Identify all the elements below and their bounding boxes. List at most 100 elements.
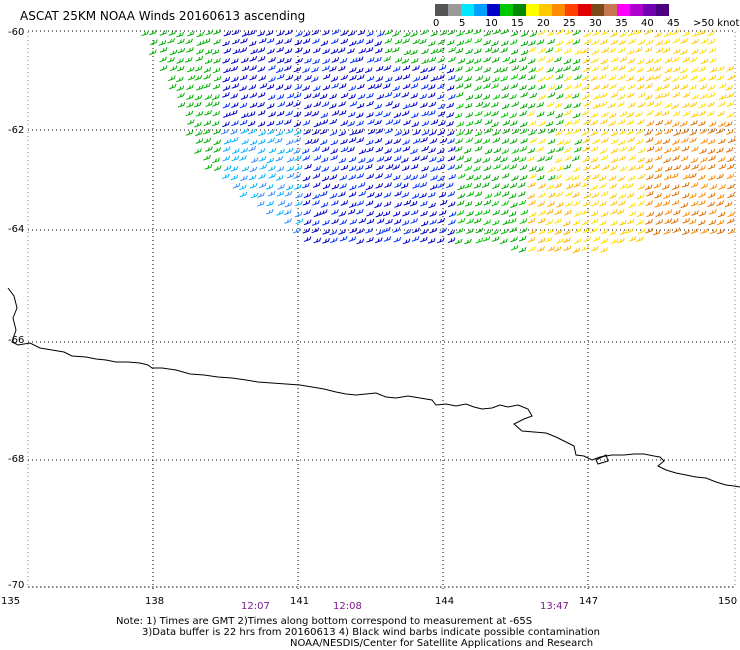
- wind-barb: [456, 210, 465, 216]
- wind-barb: [724, 121, 733, 127]
- wind-barb: [302, 67, 310, 74]
- wind-barb: [428, 66, 436, 72]
- wind-barb: [149, 49, 157, 56]
- wind-barb: [249, 74, 257, 81]
- wind-barb: [537, 128, 546, 135]
- wind-barb: [572, 118, 580, 125]
- wind-barb: [437, 217, 445, 224]
- wind-barb: [609, 229, 617, 236]
- wind-barb: [618, 47, 626, 53]
- wind-barb: [438, 120, 446, 127]
- wind-barb: [581, 219, 590, 226]
- wind-barb: [682, 217, 691, 224]
- wind-barb: [204, 164, 213, 170]
- wind-barb: [212, 67, 221, 74]
- wind-barb: [491, 40, 499, 47]
- wind-barb: [338, 211, 347, 217]
- wind-barb: [627, 66, 636, 73]
- wind-barb: [483, 229, 492, 235]
- wind-barb: [501, 85, 509, 91]
- wind-barb: [249, 65, 257, 71]
- wind-barb: [427, 238, 436, 244]
- wind-barb: [176, 58, 184, 64]
- wind-barb: [474, 138, 483, 145]
- wind-barb: [529, 137, 537, 144]
- wind-barb: [384, 38, 393, 44]
- wind-barb: [716, 128, 724, 134]
- wind-barb: [446, 85, 455, 91]
- wind-barb: [320, 202, 329, 208]
- color-swatch: [500, 4, 513, 16]
- color-swatch: [526, 4, 539, 16]
- wind-barb: [492, 76, 500, 83]
- wind-barb: [727, 228, 736, 235]
- wind-barb: [664, 102, 673, 109]
- lat-label: -68: [8, 454, 25, 465]
- wind-barb: [652, 229, 661, 236]
- wind-barb: [644, 130, 652, 136]
- wind-barb: [627, 83, 636, 90]
- wind-barb: [590, 210, 599, 217]
- wind-barb: [572, 192, 580, 198]
- wind-barb: [547, 192, 556, 199]
- wind-barb: [664, 174, 672, 181]
- wind-barb: [205, 146, 213, 152]
- wind-barb: [383, 226, 391, 233]
- wind-barb: [223, 48, 232, 54]
- wind-barb: [663, 229, 672, 235]
- wind-barb: [447, 138, 455, 144]
- wind-barb: [547, 166, 556, 173]
- wind-barb: [564, 129, 573, 136]
- wind-barb: [689, 130, 697, 136]
- wind-barb: [402, 103, 411, 110]
- wind-barb: [400, 183, 409, 189]
- wind-barb: [167, 57, 175, 63]
- wind-barb: [555, 74, 564, 80]
- wind-barb: [618, 155, 627, 161]
- wind-barb: [403, 31, 411, 38]
- color-swatch: [552, 4, 565, 16]
- wind-barb: [276, 209, 284, 216]
- wind-barb: [401, 110, 410, 117]
- wind-barb: [455, 76, 463, 82]
- wind-barb: [428, 202, 436, 209]
- wind-barb: [340, 120, 349, 127]
- wind-barb: [168, 75, 176, 82]
- wind-barb: [456, 103, 464, 109]
- wind-barb: [412, 129, 421, 136]
- wind-barb: [447, 229, 456, 236]
- wind-barb: [689, 172, 697, 179]
- color-swatch: [591, 4, 604, 16]
- wind-barb: [340, 200, 349, 206]
- wind-barb: [203, 154, 211, 161]
- wind-barb: [184, 57, 193, 63]
- wind-barb: [285, 110, 294, 117]
- wind-barb: [365, 38, 374, 45]
- wind-barb: [573, 102, 581, 109]
- wind-barb: [555, 67, 563, 73]
- wind-barb: [385, 101, 393, 107]
- wind-barb: [303, 192, 312, 199]
- wind-barb: [601, 164, 610, 171]
- wind-barb: [509, 218, 517, 224]
- wind-barb: [455, 91, 464, 98]
- wind-barb: [410, 218, 418, 224]
- wind-barb: [213, 128, 221, 135]
- wind-barb: [311, 138, 319, 144]
- wind-barb: [348, 156, 357, 163]
- wind-barb: [348, 85, 357, 92]
- wind-barb: [187, 74, 196, 81]
- wind-barb: [232, 48, 241, 55]
- wind-barb: [195, 130, 203, 137]
- wind-barb: [365, 227, 373, 234]
- wind-barb: [394, 202, 402, 208]
- wind-barb: [483, 219, 492, 226]
- wind-barb: [618, 220, 627, 226]
- wind-barb: [231, 76, 239, 83]
- wind-barb: [185, 38, 193, 45]
- wind-barb: [222, 57, 230, 64]
- wind-barb: [410, 174, 419, 181]
- wind-barb: [284, 218, 292, 224]
- wind-barb: [697, 174, 706, 181]
- wind-barb: [707, 30, 715, 37]
